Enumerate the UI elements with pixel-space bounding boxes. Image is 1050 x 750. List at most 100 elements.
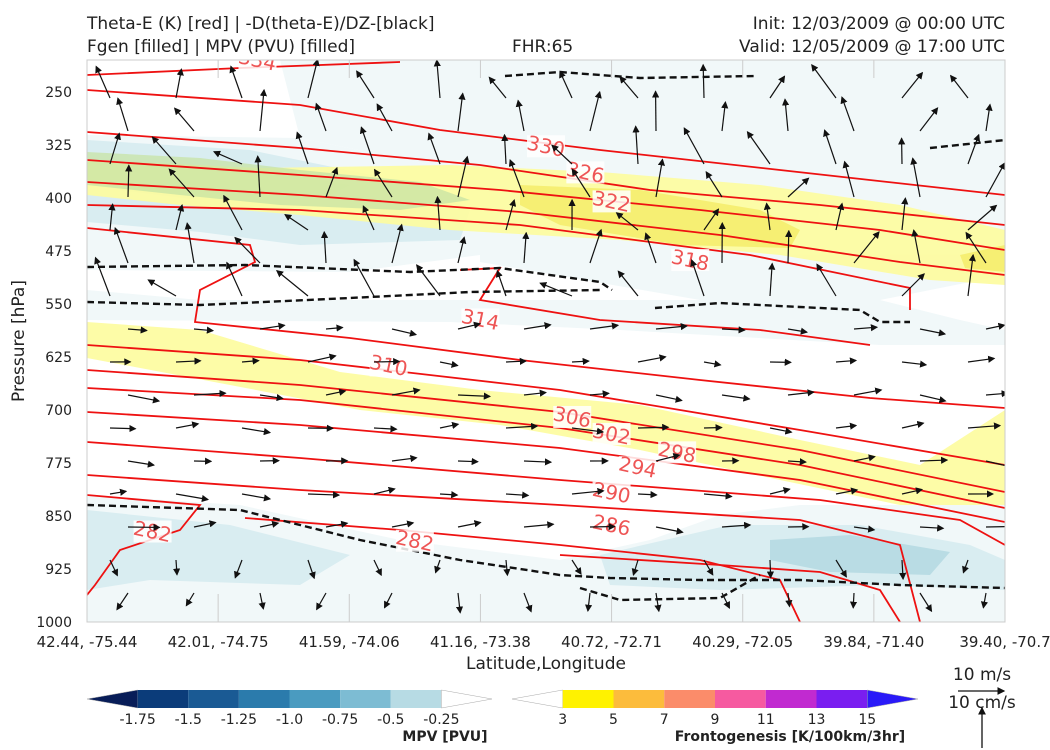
plot-area: 3343303263223183143103063022982942902862…	[87, 60, 1005, 622]
y-tick-label: 550	[45, 297, 72, 313]
wind-vector-arrow	[307, 353, 337, 363]
wind-scale-legend: 10 m/s 10 cm/s	[948, 665, 1016, 748]
wind-vector-arrow	[193, 389, 227, 398]
wind-vector-arrow	[769, 427, 793, 435]
colorbar-tick-label: 9	[711, 712, 720, 728]
wind-vector-arrow	[962, 559, 969, 574]
chart-title-line1: Theta-E (K) [red] | -D(theta-E)/DZ-[blac…	[87, 14, 435, 34]
wind-vector-arrow	[835, 422, 858, 430]
wind-vector-arrow	[523, 592, 533, 613]
wind-vector-arrow	[571, 487, 605, 496]
wind-vector-arrow	[769, 75, 786, 99]
wind-vector-arrow	[391, 328, 418, 337]
wind-vector-arrow	[703, 559, 714, 576]
plot-frame	[86, 59, 1006, 623]
wind-vector-arrow	[173, 107, 195, 132]
wind-vector-arrow	[127, 326, 148, 334]
wind-vector-arrow	[787, 389, 815, 397]
wind-vector-arrow	[721, 592, 730, 609]
x-tick-label: 40.72, -72.71	[561, 633, 662, 651]
wind-vector-arrow	[325, 388, 347, 396]
colorbar-tick-label: -0.75	[322, 712, 358, 728]
wind-vector-arrow	[391, 455, 418, 463]
colorbar-tick-label: -0.25	[423, 712, 459, 728]
wind-vector-arrow	[985, 103, 993, 132]
wind-vector-arrow	[457, 520, 482, 528]
wind-vector-arrow	[373, 357, 401, 366]
colorbar-segment	[137, 690, 189, 708]
wind-vector-arrow	[985, 322, 1005, 330]
wind-vector-arrow	[522, 231, 530, 264]
wind-vector-arrow	[254, 155, 262, 198]
wind-vector-arrow	[508, 159, 525, 198]
wind-vector-arrow	[325, 520, 349, 528]
wind-vector-arrow	[655, 158, 665, 198]
fgen-colorbar: 3 5 7 9 11 13 15	[511, 689, 919, 728]
wind-vector-arrow	[919, 394, 947, 404]
wind-vector-arrow	[919, 592, 933, 613]
wind-vector-arrow	[184, 222, 195, 264]
wind-vector-arrow	[523, 389, 547, 397]
wind-vector-arrow	[505, 422, 539, 431]
colorbar-segment	[562, 690, 614, 708]
wind-vector-arrow	[373, 168, 393, 198]
wind-vector-arrow	[654, 592, 662, 613]
wind-vector-arrow	[259, 322, 286, 330]
wind-vector-arrow	[721, 521, 752, 530]
contour-label-bg	[566, 161, 605, 184]
contour-label-bg	[592, 481, 631, 504]
wind-vector-arrow	[617, 270, 639, 297]
wind-vector-arrow	[835, 202, 845, 231]
contour-label-bg	[133, 520, 172, 543]
wind-vector-arrow	[175, 204, 185, 231]
wind-vector-arrow	[241, 427, 272, 436]
colorbar-tick-label: 13	[808, 712, 826, 728]
chart-title-line2: Fgen [filled] | MPV (PVU) [filled]	[87, 37, 356, 57]
wind-scale-horizontal-label: 10 m/s	[953, 665, 1011, 685]
wind-vector-arrow	[911, 229, 921, 264]
wind-vector-arrow	[275, 270, 309, 297]
wind-vector-arrow	[384, 592, 393, 609]
contour-label-bg	[618, 456, 657, 479]
wind-vector-arrow	[234, 236, 261, 264]
wind-vector-arrow	[523, 458, 553, 466]
wind-vector-arrow	[523, 322, 552, 330]
wind-vector-arrow	[259, 520, 280, 528]
wind-vector-arrow	[705, 171, 723, 198]
wind-vector-arrow	[589, 228, 603, 264]
wind-vector-arrow	[763, 202, 771, 231]
y-tick-label: 250	[45, 85, 72, 101]
wind-vector-arrow	[259, 88, 268, 132]
fgen-colorbar-label: Frontogenesis [K/100km/3hr]	[675, 729, 905, 745]
wind-vector-arrow	[787, 458, 807, 466]
contour-label-bg	[553, 405, 592, 428]
wind-vector-arrow	[391, 223, 404, 264]
wind-vector-arrow	[703, 360, 722, 368]
wind-vector-arrow	[356, 70, 375, 99]
wind-vector-arrow	[127, 460, 156, 468]
wind-vector-arrow	[589, 90, 602, 132]
y-tick-label: 400	[45, 191, 72, 207]
wind-vector-arrow	[853, 231, 880, 264]
wind-vector-arrow	[109, 559, 118, 577]
colorbar-segment	[238, 690, 290, 708]
wind-vector-arrow	[721, 100, 729, 132]
wind-vector-arrow	[116, 97, 129, 132]
wind-vector-arrow	[615, 212, 639, 231]
colorbar-segment	[613, 690, 665, 708]
wind-vector-arrow	[559, 70, 573, 99]
wind-vector-arrow	[325, 166, 339, 198]
wind-vector-arrow	[785, 592, 793, 608]
wind-vectors	[94, 60, 1005, 614]
wind-vector-arrow	[949, 74, 969, 99]
x-axis-title: Latitude,Longitude	[466, 654, 626, 674]
wind-vector-arrow	[241, 357, 260, 365]
wind-vector-arrow	[314, 102, 327, 132]
wind-vector-arrow	[495, 269, 507, 297]
wind-vector-arrow	[108, 203, 116, 231]
wind-vector-arrow	[505, 491, 530, 499]
wind-vector-arrow	[721, 394, 751, 402]
wind-vector-arrow	[439, 491, 459, 499]
colorbar-tick-label: -1.75	[120, 712, 156, 728]
wind-vector-arrow	[439, 360, 459, 368]
